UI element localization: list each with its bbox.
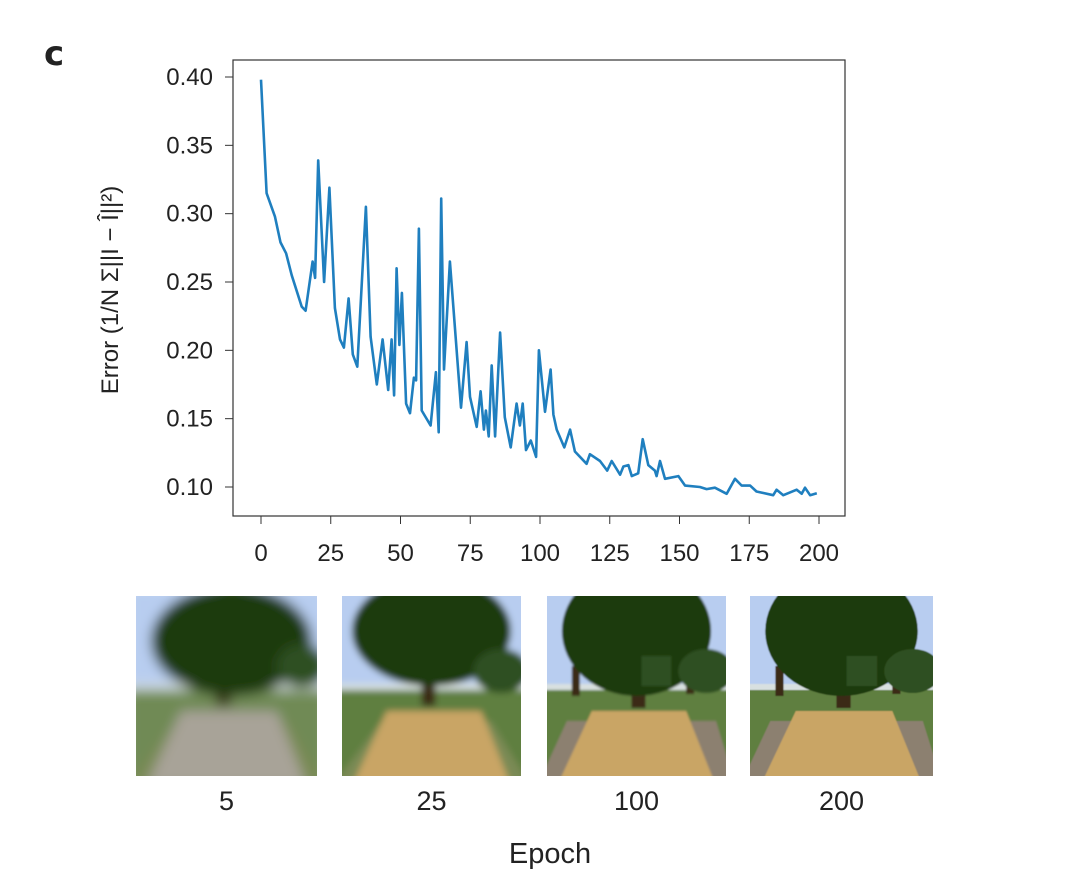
- x-tick-label: 150: [659, 540, 699, 567]
- x-tick-label: 25: [317, 540, 344, 567]
- y-tick-label: 0.15: [166, 406, 213, 433]
- thumbnail-epoch-label: 200: [818, 786, 865, 816]
- plot-frame: [232, 59, 846, 517]
- x-tick-label: 0: [254, 540, 267, 567]
- reconstruction-thumbnail-epoch-200: [750, 596, 933, 776]
- y-tick-label: 0.30: [166, 201, 213, 228]
- y-tick-label: 0.35: [166, 132, 213, 159]
- thumbnail-epoch-label: 5: [218, 786, 235, 816]
- thumbnail-epoch-label: 100: [613, 786, 660, 816]
- axes: 0 25 50 75 100 125 150 175 200 0.10 0.15 0.20 0.25 0.…: [166, 59, 846, 567]
- x-tick-label: 200: [799, 540, 839, 567]
- x-tick-label: 75: [457, 540, 484, 567]
- y-tick-label: 0.25: [166, 269, 213, 296]
- x-tick-label: 100: [520, 540, 560, 567]
- y-tick-label: 0.20: [166, 337, 213, 364]
- reconstruction-thumbnail-epoch-100: [547, 596, 726, 776]
- thumbnail-axis-label: Epoch: [508, 838, 592, 870]
- series-error-line: [259, 79, 818, 497]
- x-tick-label: 125: [590, 540, 630, 567]
- error-line-chart: 0 25 50 75 100 125 150 175 200 0.10 0.15 0.20 0.25 0.…: [97, 59, 846, 567]
- y-tick-label: 0.40: [166, 64, 213, 91]
- x-tick-label: 50: [387, 540, 414, 567]
- x-tick-label: 175: [729, 540, 769, 567]
- y-axis-label: Error (1/N Σ||I − Î||²): [97, 186, 124, 394]
- thumbnail-epoch-label: 25: [416, 786, 447, 816]
- y-tick-label: 0.10: [166, 474, 213, 501]
- reconstruction-thumbnail-epoch-5: [136, 596, 317, 776]
- reconstruction-thumbnail-epoch-25: [342, 596, 521, 776]
- panel-label: c: [44, 34, 65, 74]
